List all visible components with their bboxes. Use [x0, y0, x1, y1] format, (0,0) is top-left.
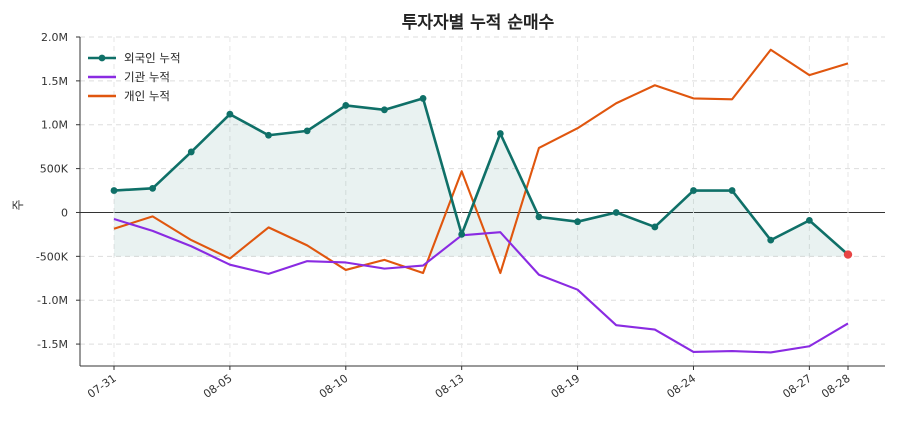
x-tick-label: 08-24 [665, 372, 699, 401]
y-tick-label: 0 [61, 206, 68, 219]
data-point [843, 250, 853, 259]
fill-layer [114, 98, 848, 257]
data-point [458, 231, 466, 238]
data-point [690, 187, 697, 194]
x-tick-label: 08-05 [201, 372, 235, 401]
data-point [612, 209, 620, 216]
x-tick-label: 08-28 [819, 372, 853, 401]
legend-label: 개인 누적 [124, 89, 170, 103]
data-point [226, 110, 234, 118]
data-point [767, 236, 775, 244]
y-tick-label: -1.0M [37, 294, 68, 307]
series-fill-area [114, 98, 848, 257]
data-point [187, 148, 195, 156]
data-point [265, 131, 272, 139]
series-line [113, 218, 849, 354]
data-point [342, 102, 350, 109]
x-tick-label: 08-19 [549, 372, 583, 401]
data-point [149, 184, 157, 192]
legend-label: 외국인 누적 [124, 51, 181, 65]
series-line [113, 48, 849, 275]
data-point [728, 187, 736, 194]
data-point [381, 106, 388, 114]
y-axis-label: 주 [11, 199, 25, 210]
legend-marker [98, 54, 106, 62]
x-tick-label: 08-13 [433, 372, 467, 401]
legend-label: 기관 누적 [124, 70, 170, 84]
y-tick-label: 1.0M [41, 119, 68, 132]
chart-title: 투자자별 누적 순매수 [402, 13, 555, 33]
y-tick-label: 500K [40, 163, 69, 176]
data-point [805, 216, 813, 224]
x-tick-label: 08-27 [780, 372, 814, 401]
data-point [419, 95, 427, 102]
axis-layer: 2.0M 1.5M 1.0M 500K 0 -500K -1.0M -1.5M 07-31 08-… [36, 31, 885, 401]
data-point [651, 223, 659, 231]
data-point [110, 187, 118, 194]
y-tick-label: 1.5M [41, 75, 68, 88]
x-tick-label: 08-10 [317, 372, 351, 401]
series-layer [110, 48, 853, 354]
y-tick-label: -1.5M [37, 338, 68, 351]
y-tick-label: 2.0M [41, 31, 68, 44]
y-tick-label: -500K [36, 250, 69, 263]
data-point [303, 127, 311, 135]
data-point [574, 218, 581, 226]
series-line [113, 97, 849, 256]
data-point [535, 213, 543, 221]
data-point [496, 130, 504, 137]
x-tick-label: 07-31 [85, 372, 119, 401]
